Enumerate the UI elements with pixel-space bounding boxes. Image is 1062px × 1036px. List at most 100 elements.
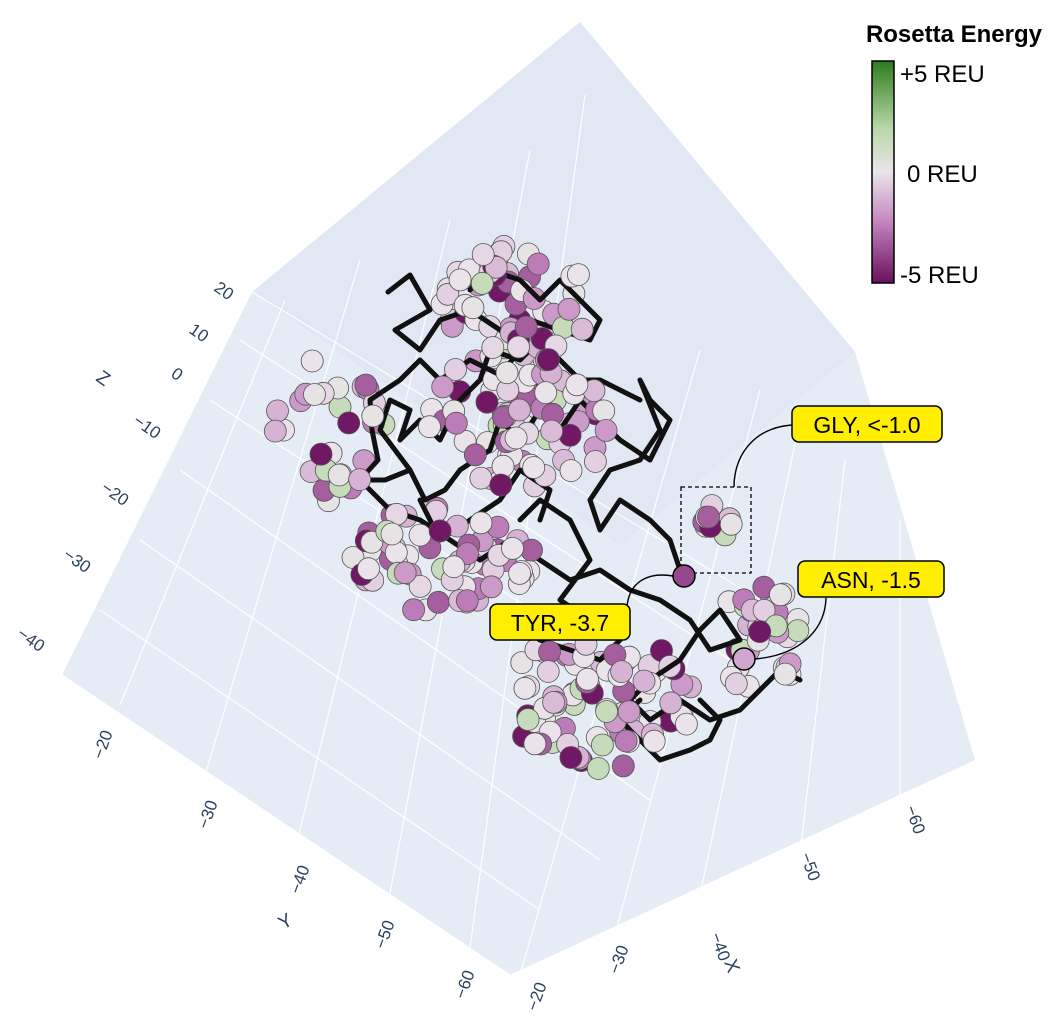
residue-point[interactable]	[523, 732, 547, 756]
residue-point[interactable]	[540, 419, 564, 443]
residue-point[interactable]	[522, 456, 546, 479]
residue-point[interactable]	[354, 373, 378, 397]
residue-point[interactable]	[463, 443, 487, 467]
residue-point[interactable]	[418, 415, 441, 439]
residue-point[interactable]	[586, 757, 610, 780]
residue-point[interactable]	[470, 271, 494, 295]
residue-point[interactable]	[786, 619, 810, 642]
residue-point[interactable]	[266, 399, 289, 423]
residue-point[interactable]	[448, 268, 472, 292]
residue-point[interactable]	[557, 297, 581, 321]
tyr-residue-point[interactable]	[672, 564, 696, 588]
residue-point[interactable]	[520, 538, 543, 562]
residue-point[interactable]	[327, 463, 351, 487]
residue-point[interactable]	[380, 522, 404, 546]
residue-point[interactable]	[675, 712, 698, 736]
gridline	[61, 674, 511, 976]
residue-point[interactable]	[507, 335, 530, 359]
y-axis-title: Y	[275, 910, 297, 935]
tyr-callout-box	[489, 603, 631, 641]
z-tick-label: 0	[168, 364, 187, 385]
residue-point[interactable]	[309, 442, 333, 466]
residue-point[interactable]	[489, 473, 513, 497]
residue-point[interactable]	[393, 561, 417, 585]
residue-point[interactable]	[479, 575, 503, 599]
residue-point[interactable]	[565, 373, 589, 397]
residue-point[interactable]	[522, 287, 546, 310]
residue-point[interactable]	[337, 411, 361, 435]
residue-point[interactable]	[610, 660, 633, 683]
residue-point[interactable]	[542, 691, 565, 714]
residue-point[interactable]	[591, 733, 614, 757]
scene-planes	[62, 22, 975, 975]
residue-point[interactable]	[469, 466, 493, 490]
residue-point[interactable]	[611, 754, 635, 778]
residue-point[interactable]	[495, 361, 519, 385]
residue-point[interactable]	[408, 523, 432, 547]
backbone-segment	[357, 477, 803, 723]
residue-point[interactable]	[263, 419, 287, 443]
tyr-leader	[626, 574, 674, 607]
residue-point[interactable]	[514, 315, 538, 339]
residue-point[interactable]	[348, 468, 372, 492]
residue-point[interactable]	[617, 700, 641, 724]
residue-point[interactable]	[471, 243, 495, 266]
residue-point[interactable]	[408, 575, 432, 598]
residue-point[interactable]	[461, 296, 485, 320]
asn-residue-point[interactable]	[732, 647, 756, 671]
residue-point[interactable]	[595, 700, 618, 723]
residue-point[interactable]	[697, 505, 720, 529]
residue-point[interactable]	[534, 381, 558, 405]
residue-point[interactable]	[559, 459, 583, 483]
residue-point[interactable]	[513, 676, 537, 700]
residue-point[interactable]	[592, 399, 616, 423]
residue-point[interactable]	[642, 729, 666, 753]
gly-callout: GLY, <-1.0	[791, 405, 943, 443]
residue-point[interactable]	[504, 426, 528, 450]
residue-point[interactable]	[594, 418, 618, 442]
residue-point[interactable]	[501, 537, 524, 560]
residue-point[interactable]	[537, 348, 560, 372]
residue-point[interactable]	[444, 358, 467, 381]
residue-point[interactable]	[428, 519, 452, 543]
colorbar-gradient	[871, 60, 895, 284]
residue-point[interactable]	[402, 598, 426, 622]
residue-point[interactable]	[469, 511, 493, 535]
residue-point[interactable]	[475, 390, 499, 414]
residue-point[interactable]	[426, 590, 450, 614]
residue-point[interactable]	[361, 404, 385, 428]
residue-point[interactable]	[769, 583, 792, 607]
residue-point[interactable]	[303, 383, 326, 406]
callout-leaders	[626, 424, 827, 660]
residue-point[interactable]	[567, 263, 590, 287]
residue-point[interactable]	[724, 672, 748, 696]
residue-point[interactable]	[576, 667, 599, 691]
residue-point[interactable]	[584, 450, 607, 473]
residue-point[interactable]	[357, 557, 380, 581]
residue-point[interactable]	[719, 512, 743, 536]
residue-point[interactable]	[300, 349, 324, 373]
residue-point[interactable]	[481, 336, 505, 359]
gridline	[119, 299, 286, 706]
residue-point[interactable]	[570, 317, 594, 341]
residue-point[interactable]	[526, 252, 550, 276]
residue-point[interactable]	[559, 746, 583, 769]
residue-point[interactable]	[431, 375, 455, 399]
residue-point[interactable]	[632, 669, 656, 693]
residue-point[interactable]	[538, 640, 561, 664]
residue-point[interactable]	[455, 589, 479, 612]
residue-point[interactable]	[508, 398, 531, 422]
y-tick-label: −40	[286, 863, 314, 897]
residue-point[interactable]	[536, 660, 560, 683]
residue-point[interactable]	[614, 729, 638, 753]
residue-point[interactable]	[748, 620, 772, 643]
residue-point[interactable]	[516, 708, 540, 731]
residue-point[interactable]	[659, 691, 683, 715]
gridline	[139, 539, 601, 861]
x-tick-label: −50	[796, 850, 824, 884]
residue-point[interactable]	[508, 562, 531, 585]
residue-point[interactable]	[442, 555, 466, 579]
residue-point[interactable]	[444, 411, 468, 435]
residue-point[interactable]	[773, 662, 797, 686]
